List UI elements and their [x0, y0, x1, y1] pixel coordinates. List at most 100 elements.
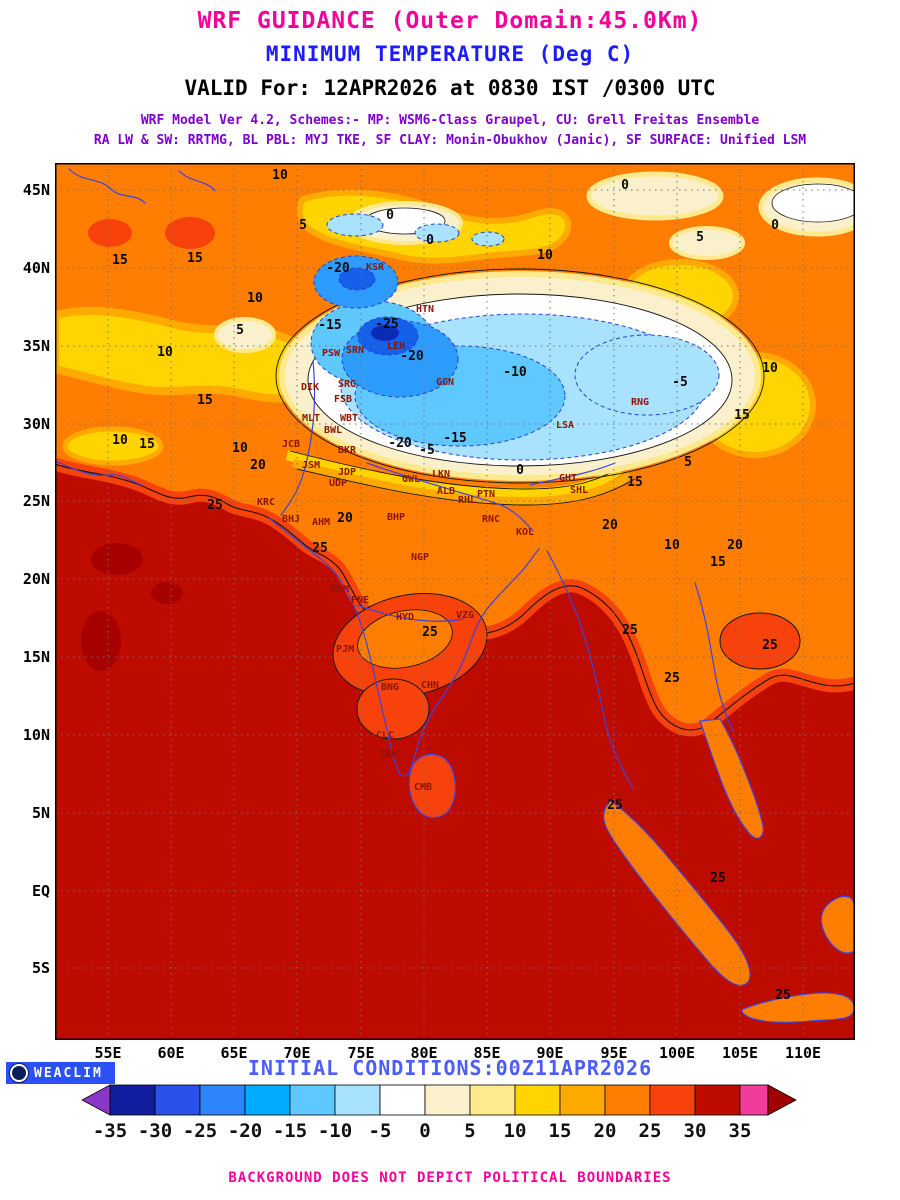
lon-tick-label: 90E	[536, 1044, 564, 1062]
colorbar-value: 15	[549, 1120, 572, 1142]
station-label: PJM	[336, 644, 354, 655]
station-label: CHN	[421, 680, 439, 691]
station-label: PNE	[351, 595, 369, 606]
station-label: BKR	[338, 445, 357, 456]
station-label: BWL	[324, 425, 342, 436]
contour-label: 25	[312, 541, 328, 556]
colorbar-cell	[289, 1084, 336, 1116]
station-label: HTN	[416, 304, 434, 315]
contour-label: 5	[684, 455, 692, 470]
contour-label: 5	[696, 230, 704, 245]
contour-label: 0	[621, 178, 629, 193]
lon-tick-label: 85E	[473, 1044, 501, 1062]
contour-label: -20	[326, 261, 350, 276]
lat-tick-label: 25N	[22, 492, 50, 510]
colorbar-value: -30	[138, 1120, 172, 1142]
station-label: JSM	[302, 460, 320, 471]
colorbar-cell	[604, 1084, 651, 1116]
weaclim-logo-text: WEACLIM	[34, 1065, 103, 1081]
contour-label: 25	[775, 988, 791, 1003]
colorbar-cell	[109, 1084, 156, 1116]
colorbar-value: 0	[419, 1120, 430, 1142]
colorbar-cell	[694, 1084, 741, 1116]
contour-label: 0	[426, 233, 434, 248]
colorbar-value: -15	[273, 1120, 307, 1142]
colorbar-value: -25	[183, 1120, 217, 1142]
station-label: RNC	[482, 514, 500, 525]
contour-label: 0	[516, 463, 524, 478]
colorbar-value: 25	[639, 1120, 662, 1142]
station-label: MUM	[331, 584, 349, 595]
lon-tick-label: 80E	[410, 1044, 438, 1062]
colorbar-value: -10	[318, 1120, 352, 1142]
contour-label: 0	[386, 208, 394, 223]
weaclim-logo-icon	[10, 1064, 28, 1082]
colorbar-cell	[334, 1084, 381, 1116]
contour-label: 15	[710, 555, 726, 570]
map-frame	[55, 163, 855, 1040]
station-label: SRG	[338, 379, 356, 390]
lat-tick-label: 30N	[22, 415, 50, 433]
colorbar-cell	[469, 1084, 516, 1116]
station-label: KSR	[366, 262, 385, 273]
lat-tick-label: 5N	[31, 804, 50, 822]
scheme-line-1: WRF Model Ver 4.2, Schemes:- MP: WSM6-Cl…	[140, 113, 760, 128]
contour-label: -5	[672, 375, 688, 390]
station-label: DIK	[301, 382, 319, 393]
contour-label: 10	[247, 291, 263, 306]
contour-label: -20	[400, 349, 424, 364]
lon-tick-label: 100E	[658, 1044, 696, 1062]
contour-label: -20	[388, 436, 412, 451]
temperature-map: 10 0 0 5 5 0 0 10 15 15 10 -20 5 -15 -25 -20 10 -10 -5 10 15…	[55, 163, 855, 1040]
contour-label: 15	[112, 253, 128, 268]
foothill-gradient-bands	[285, 450, 636, 506]
valid-time-line: VALID For: 12APR2026 at 0830 IST /0300 U…	[184, 76, 716, 100]
colorbar-value: 20	[594, 1120, 617, 1142]
colorbar-cell-above	[739, 1084, 769, 1116]
contour-label: 15	[139, 437, 155, 452]
station-label: AHM	[312, 517, 330, 528]
lon-tick-label: 60E	[157, 1044, 185, 1062]
lat-tick-label: 15N	[22, 648, 50, 666]
station-label: TRV	[379, 749, 397, 760]
contour-label: 25	[622, 623, 638, 638]
colorbar-value: -5	[369, 1120, 392, 1142]
station-label: RHL	[458, 495, 476, 506]
lon-tick-label: 95E	[600, 1044, 628, 1062]
lon-tick-label: 105E	[721, 1044, 759, 1062]
contour-label: 20	[337, 511, 353, 526]
lat-tick-label: 5S	[31, 959, 50, 977]
station-label: LSA	[556, 420, 574, 431]
contour-label: 10	[762, 361, 778, 376]
geography-lines	[55, 168, 734, 789]
station-label: BNG	[381, 682, 399, 693]
station-label: HYD	[396, 612, 414, 623]
contour-label: 5	[299, 218, 307, 233]
station-label: KRC	[257, 497, 275, 508]
station-label: JCB	[282, 439, 300, 450]
colorbar-cell	[199, 1084, 246, 1116]
station-label: SHL	[570, 485, 588, 496]
contour-label: 5	[236, 323, 244, 338]
colorbar-cell	[559, 1084, 606, 1116]
colorbar-cell	[649, 1084, 696, 1116]
contour-label: 20	[727, 538, 743, 553]
contour-label: 25	[664, 671, 680, 686]
station-label: FSB	[334, 394, 352, 405]
station-label: UDP	[329, 478, 347, 489]
temperature-colorbar: -35 -30 -25 -20 -15 -10 -5 0 5 10 15 20 25 30 35	[81, 1084, 797, 1142]
contour-label: 15	[734, 408, 750, 423]
station-label: CLC	[376, 730, 394, 741]
contour-labels-layer: 10 0 0 5 5 0 0 10 15 15 10 -20 5 -15 -25 -20 10 -10 -5 10 15…	[112, 168, 791, 1003]
station-label: CMB	[414, 782, 432, 793]
lon-tick-label: 110E	[784, 1044, 822, 1062]
contour-label: 10	[272, 168, 288, 183]
station-label: SRN	[346, 345, 364, 356]
contour-label: -15	[318, 318, 341, 333]
contour-label: 15	[197, 393, 213, 408]
station-label: BHJ	[282, 514, 300, 525]
lon-tick-label: 70E	[283, 1044, 311, 1062]
chart-subtitle: MINIMUM TEMPERATURE (Deg C)	[265, 42, 635, 66]
